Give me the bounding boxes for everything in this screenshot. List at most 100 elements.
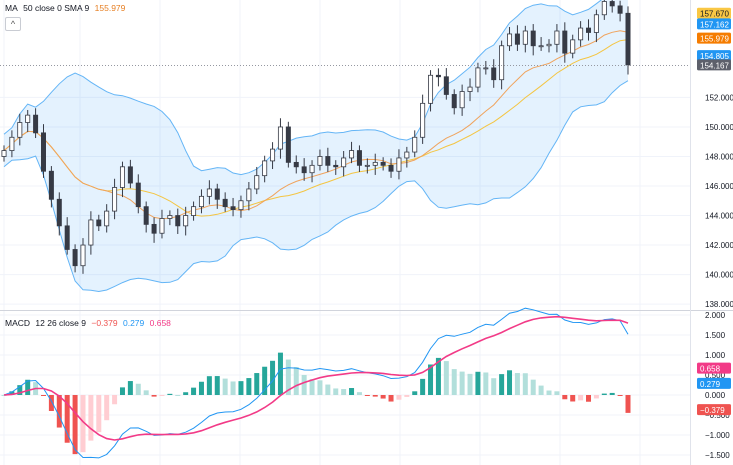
candle-body-37	[293, 161, 299, 168]
candle-body-77	[609, 1, 615, 7]
candle-body-23	[183, 215, 189, 227]
candle-body-40	[317, 156, 323, 166]
candle-body-46	[364, 164, 370, 167]
macd-legend-signal: 0.658	[149, 318, 171, 328]
candle-26	[206, 180, 212, 205]
macd-hist-bar-70	[554, 391, 560, 395]
candle-13	[104, 204, 110, 233]
candle-60	[475, 62, 481, 93]
candle-body-55	[435, 74, 441, 78]
macd-hist-bar-76	[601, 393, 607, 395]
price-tick-label-2: 142.000	[705, 241, 733, 250]
macd-hist-bar-8	[64, 395, 70, 443]
candle-43	[341, 151, 347, 177]
candle-5	[40, 124, 46, 178]
candle-body-49	[388, 164, 394, 172]
price-badge-4-bg	[697, 59, 731, 71]
candle-body-28	[222, 198, 228, 208]
candle-23	[183, 206, 189, 236]
candle-body-20	[159, 218, 165, 234]
price-badge-3-text: 154.805	[700, 52, 729, 61]
macd-hist-bar-78	[617, 395, 623, 396]
candle-body-6	[48, 170, 54, 200]
candle-body-50	[396, 157, 402, 172]
macd-badge-2-text: −0.379	[700, 406, 725, 415]
candle-20	[159, 209, 165, 239]
candle-body-21	[167, 215, 173, 219]
macd-hist-bar-10	[80, 395, 86, 453]
candle-66	[522, 25, 528, 53]
candle-body-5	[40, 132, 46, 172]
candle-72	[570, 34, 576, 59]
candle-body-36	[285, 126, 291, 163]
price-tick-label-5: 148.000	[705, 152, 733, 161]
candle-body-32	[254, 175, 260, 190]
candle-39	[309, 160, 315, 183]
macd-hist-bar-21	[167, 393, 173, 395]
macd-hist-bar-3	[25, 379, 31, 395]
candle-46	[364, 158, 370, 174]
candle-body-45	[356, 150, 362, 166]
collapse-legend-button[interactable]: ^	[5, 17, 21, 31]
candle-57	[451, 89, 457, 115]
macd-hist-bar-77	[609, 392, 615, 395]
ma-legend-name: MA	[5, 3, 18, 13]
candle-body-19	[151, 223, 157, 234]
candle-36	[285, 121, 291, 168]
price-badge-2: 155.979	[697, 32, 731, 44]
candle-40	[317, 149, 323, 171]
macd-tick-label-6: −1.000	[705, 431, 730, 440]
candle-body-63	[499, 45, 505, 81]
price-tick-label-3: 144.000	[705, 212, 733, 221]
candle-24	[191, 201, 197, 221]
macd-hist-bar-52	[412, 391, 418, 395]
candle-55	[435, 68, 441, 87]
macd-tick-label-7: −1.500	[705, 451, 730, 460]
candle-45	[356, 145, 362, 172]
macd-tick-label-1: 1.500	[705, 331, 726, 340]
candle-body-18	[143, 206, 149, 225]
candle-65	[514, 25, 520, 51]
candle-body-61	[483, 67, 489, 70]
macd-hist-bar-27	[214, 376, 220, 395]
macd-badge-0-bg	[697, 362, 731, 374]
macd-legend-params: 12 26 close 9	[35, 318, 86, 328]
macd-badge-1-bg	[697, 377, 731, 389]
candle-44	[349, 141, 355, 164]
macd-hist-bar-24	[191, 387, 197, 395]
macd-hist-bar-55	[435, 357, 441, 395]
candle-79	[625, 6, 631, 75]
macd-hist-bar-0	[1, 395, 7, 396]
candle-42	[333, 160, 339, 175]
candle-4	[33, 108, 39, 139]
candle-69	[546, 39, 552, 53]
macd-hist-bar-14	[112, 395, 118, 405]
candle-71	[562, 22, 568, 63]
price-badge-4-text: 154.167	[700, 61, 729, 70]
candle-62	[491, 59, 497, 88]
candle-body-68	[538, 45, 544, 48]
candle-58	[459, 84, 465, 116]
macd-hist-bar-22	[175, 394, 181, 396]
candle-body-3	[25, 114, 31, 123]
macd-hist-bar-60	[475, 371, 481, 395]
candle-61	[483, 60, 489, 75]
candle-50	[396, 149, 402, 180]
macd-hist-bar-62	[491, 378, 497, 395]
macd-hist-bar-59	[467, 373, 473, 395]
price-badge-2-bg	[697, 32, 731, 44]
macd-hist-bar-73	[578, 395, 584, 401]
candle-body-38	[301, 166, 307, 174]
macd-hist-bar-28	[222, 378, 228, 395]
macd-hist-bar-18	[143, 390, 149, 395]
candle-14	[112, 178, 118, 220]
candle-51	[404, 146, 410, 168]
candle-35	[277, 118, 283, 159]
macd-hist-bar-79	[625, 395, 631, 413]
candle-68	[538, 37, 544, 51]
candle-6	[48, 166, 54, 208]
candle-33	[262, 155, 268, 183]
candle-body-76	[601, 1, 607, 16]
candle-body-74	[586, 27, 592, 33]
